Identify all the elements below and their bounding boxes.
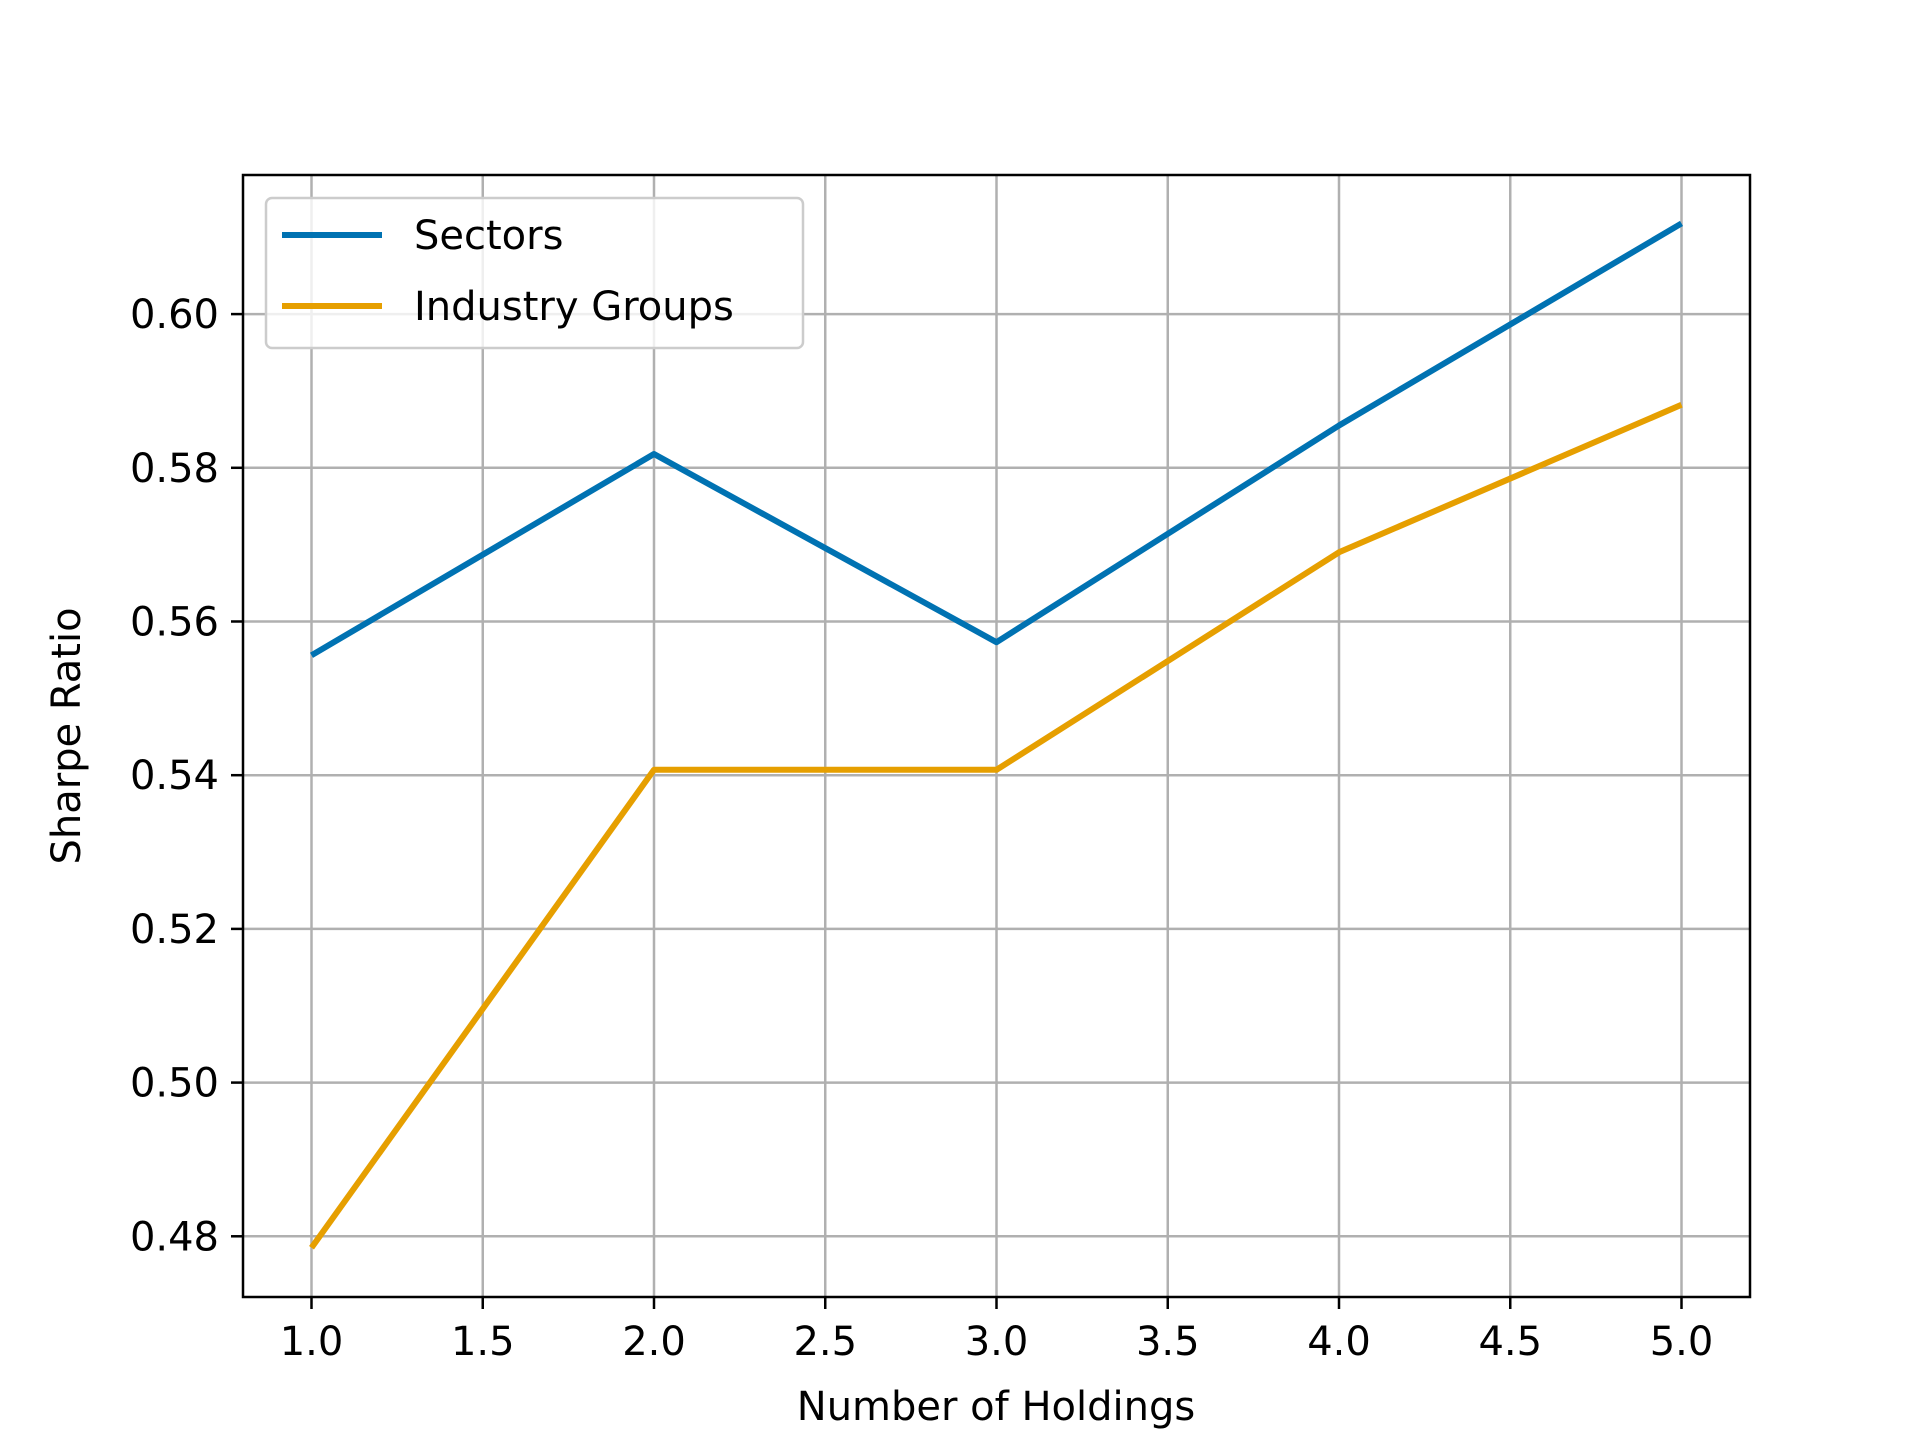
- x-tick-label: 3.5: [1136, 1319, 1200, 1365]
- y-tick-label: 0.58: [130, 446, 219, 492]
- axis-ticks: 1.0 1.5 2.0 2.5 3.0 3.5 4.0 4.5 5.0 0.48 0.50 0.52 0…: [130, 292, 1713, 1365]
- legend-label-industry-groups: Industry Groups: [414, 284, 734, 330]
- series-lines: [309, 220, 1684, 1250]
- x-axis-label: Number of Holdings: [797, 1384, 1195, 1430]
- x-tick-label: 1.0: [280, 1319, 344, 1365]
- x-tick-label: 1.5: [451, 1319, 515, 1365]
- y-tick-label: 0.50: [130, 1061, 219, 1107]
- x-tick-label: 4.5: [1478, 1319, 1542, 1365]
- y-axis-label: Sharpe Ratio: [44, 607, 90, 864]
- y-tick-label: 0.56: [130, 599, 219, 645]
- x-tick-label: 4.0: [1307, 1319, 1371, 1365]
- legend-label-sectors: Sectors: [414, 213, 563, 259]
- legend-box: [264, 196, 805, 350]
- x-tick-label: 5.0: [1650, 1319, 1714, 1365]
- y-tick-label: 0.48: [130, 1214, 219, 1260]
- y-tick-label: 0.60: [130, 292, 219, 338]
- legend: Sectors Industry Groups: [264, 196, 805, 350]
- y-tick-label: 0.54: [130, 753, 219, 799]
- x-tick-label: 3.0: [965, 1319, 1029, 1365]
- x-tick-label: 2.0: [622, 1319, 686, 1365]
- x-tick-label: 2.5: [793, 1319, 857, 1365]
- grid: [243, 175, 1750, 1297]
- y-tick-label: 0.52: [130, 907, 219, 953]
